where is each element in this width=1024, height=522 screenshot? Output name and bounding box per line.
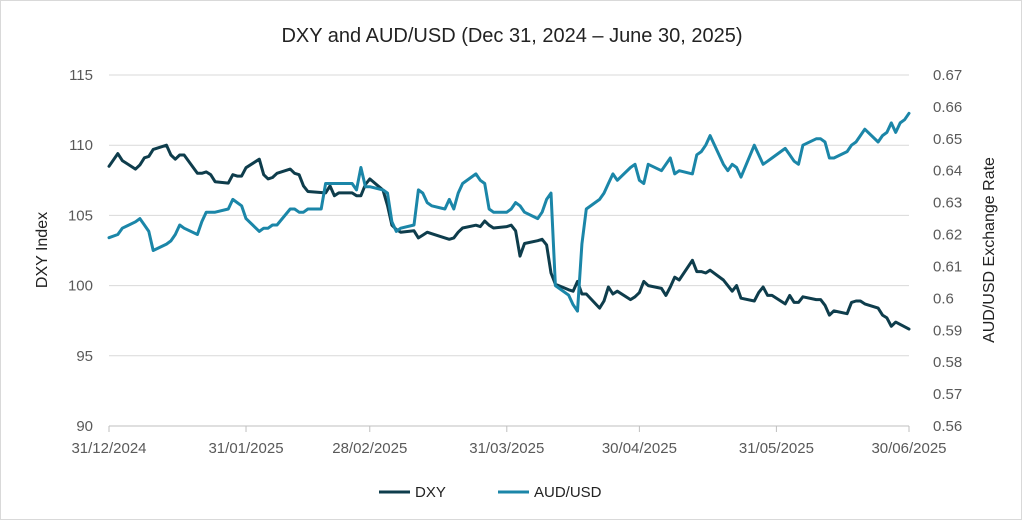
- right-axis-ticks: 0.56 0.57 0.58 0.59 0.6 0.61 0.62 0.63 0.64 0.65 0…: [933, 67, 962, 435]
- x-tick-label: 31/05/2025: [739, 440, 814, 457]
- right-tick-label: 0.58: [933, 354, 962, 371]
- x-tick-label: 31/03/2025: [469, 440, 544, 457]
- right-tick-label: 0.6: [933, 290, 954, 307]
- legend-label-audusd: AUD/USD: [534, 484, 602, 501]
- left-tick-label: 115: [69, 67, 93, 84]
- right-tick-label: 0.65: [933, 131, 962, 148]
- left-axis-ticks: 90 95 100 105 110 115: [68, 67, 93, 435]
- right-tick-label: 0.61: [933, 258, 962, 275]
- x-tick-label: 31/12/2024: [71, 440, 146, 457]
- right-tick-label: 0.66: [933, 99, 962, 116]
- left-tick-label: 110: [69, 137, 93, 154]
- x-tick-label: 31/01/2025: [208, 440, 283, 457]
- right-tick-label: 0.63: [933, 195, 962, 212]
- series-line-audusd: [107, 111, 911, 313]
- left-tick-label: 105: [68, 207, 93, 224]
- right-tick-label: 0.64: [933, 163, 962, 180]
- x-tick-label: 28/02/2025: [332, 440, 407, 457]
- series-lines: [107, 111, 911, 331]
- right-tick-label: 0.57: [933, 386, 962, 403]
- left-tick-label: 90: [76, 418, 93, 435]
- left-tick-label: 100: [68, 278, 93, 295]
- right-axis-title: AUD/USD Exchange Rate: [981, 157, 998, 343]
- left-axis-title: DXY Index: [34, 212, 51, 288]
- legend-label-dxy: DXY: [415, 484, 446, 501]
- right-tick-label: 0.56: [933, 418, 962, 435]
- x-axis-ticks: 31/12/2024 31/01/2025 28/02/2025 31/03/2025…: [71, 426, 947, 457]
- right-tick-label: 0.62: [933, 227, 962, 244]
- series-line-dxy: [107, 143, 911, 331]
- gridlines: [109, 74, 909, 427]
- right-tick-label: 0.59: [933, 322, 962, 339]
- chart-title: DXY and AUD/USD (Dec 31, 2024 – June 30,…: [281, 25, 742, 47]
- x-tick-label: 30/04/2025: [602, 440, 677, 457]
- x-tick-label: 30/06/2025: [871, 440, 946, 457]
- legend: DXY AUD/USD: [379, 484, 602, 501]
- left-tick-label: 95: [76, 348, 93, 365]
- right-tick-label: 0.67: [933, 67, 962, 84]
